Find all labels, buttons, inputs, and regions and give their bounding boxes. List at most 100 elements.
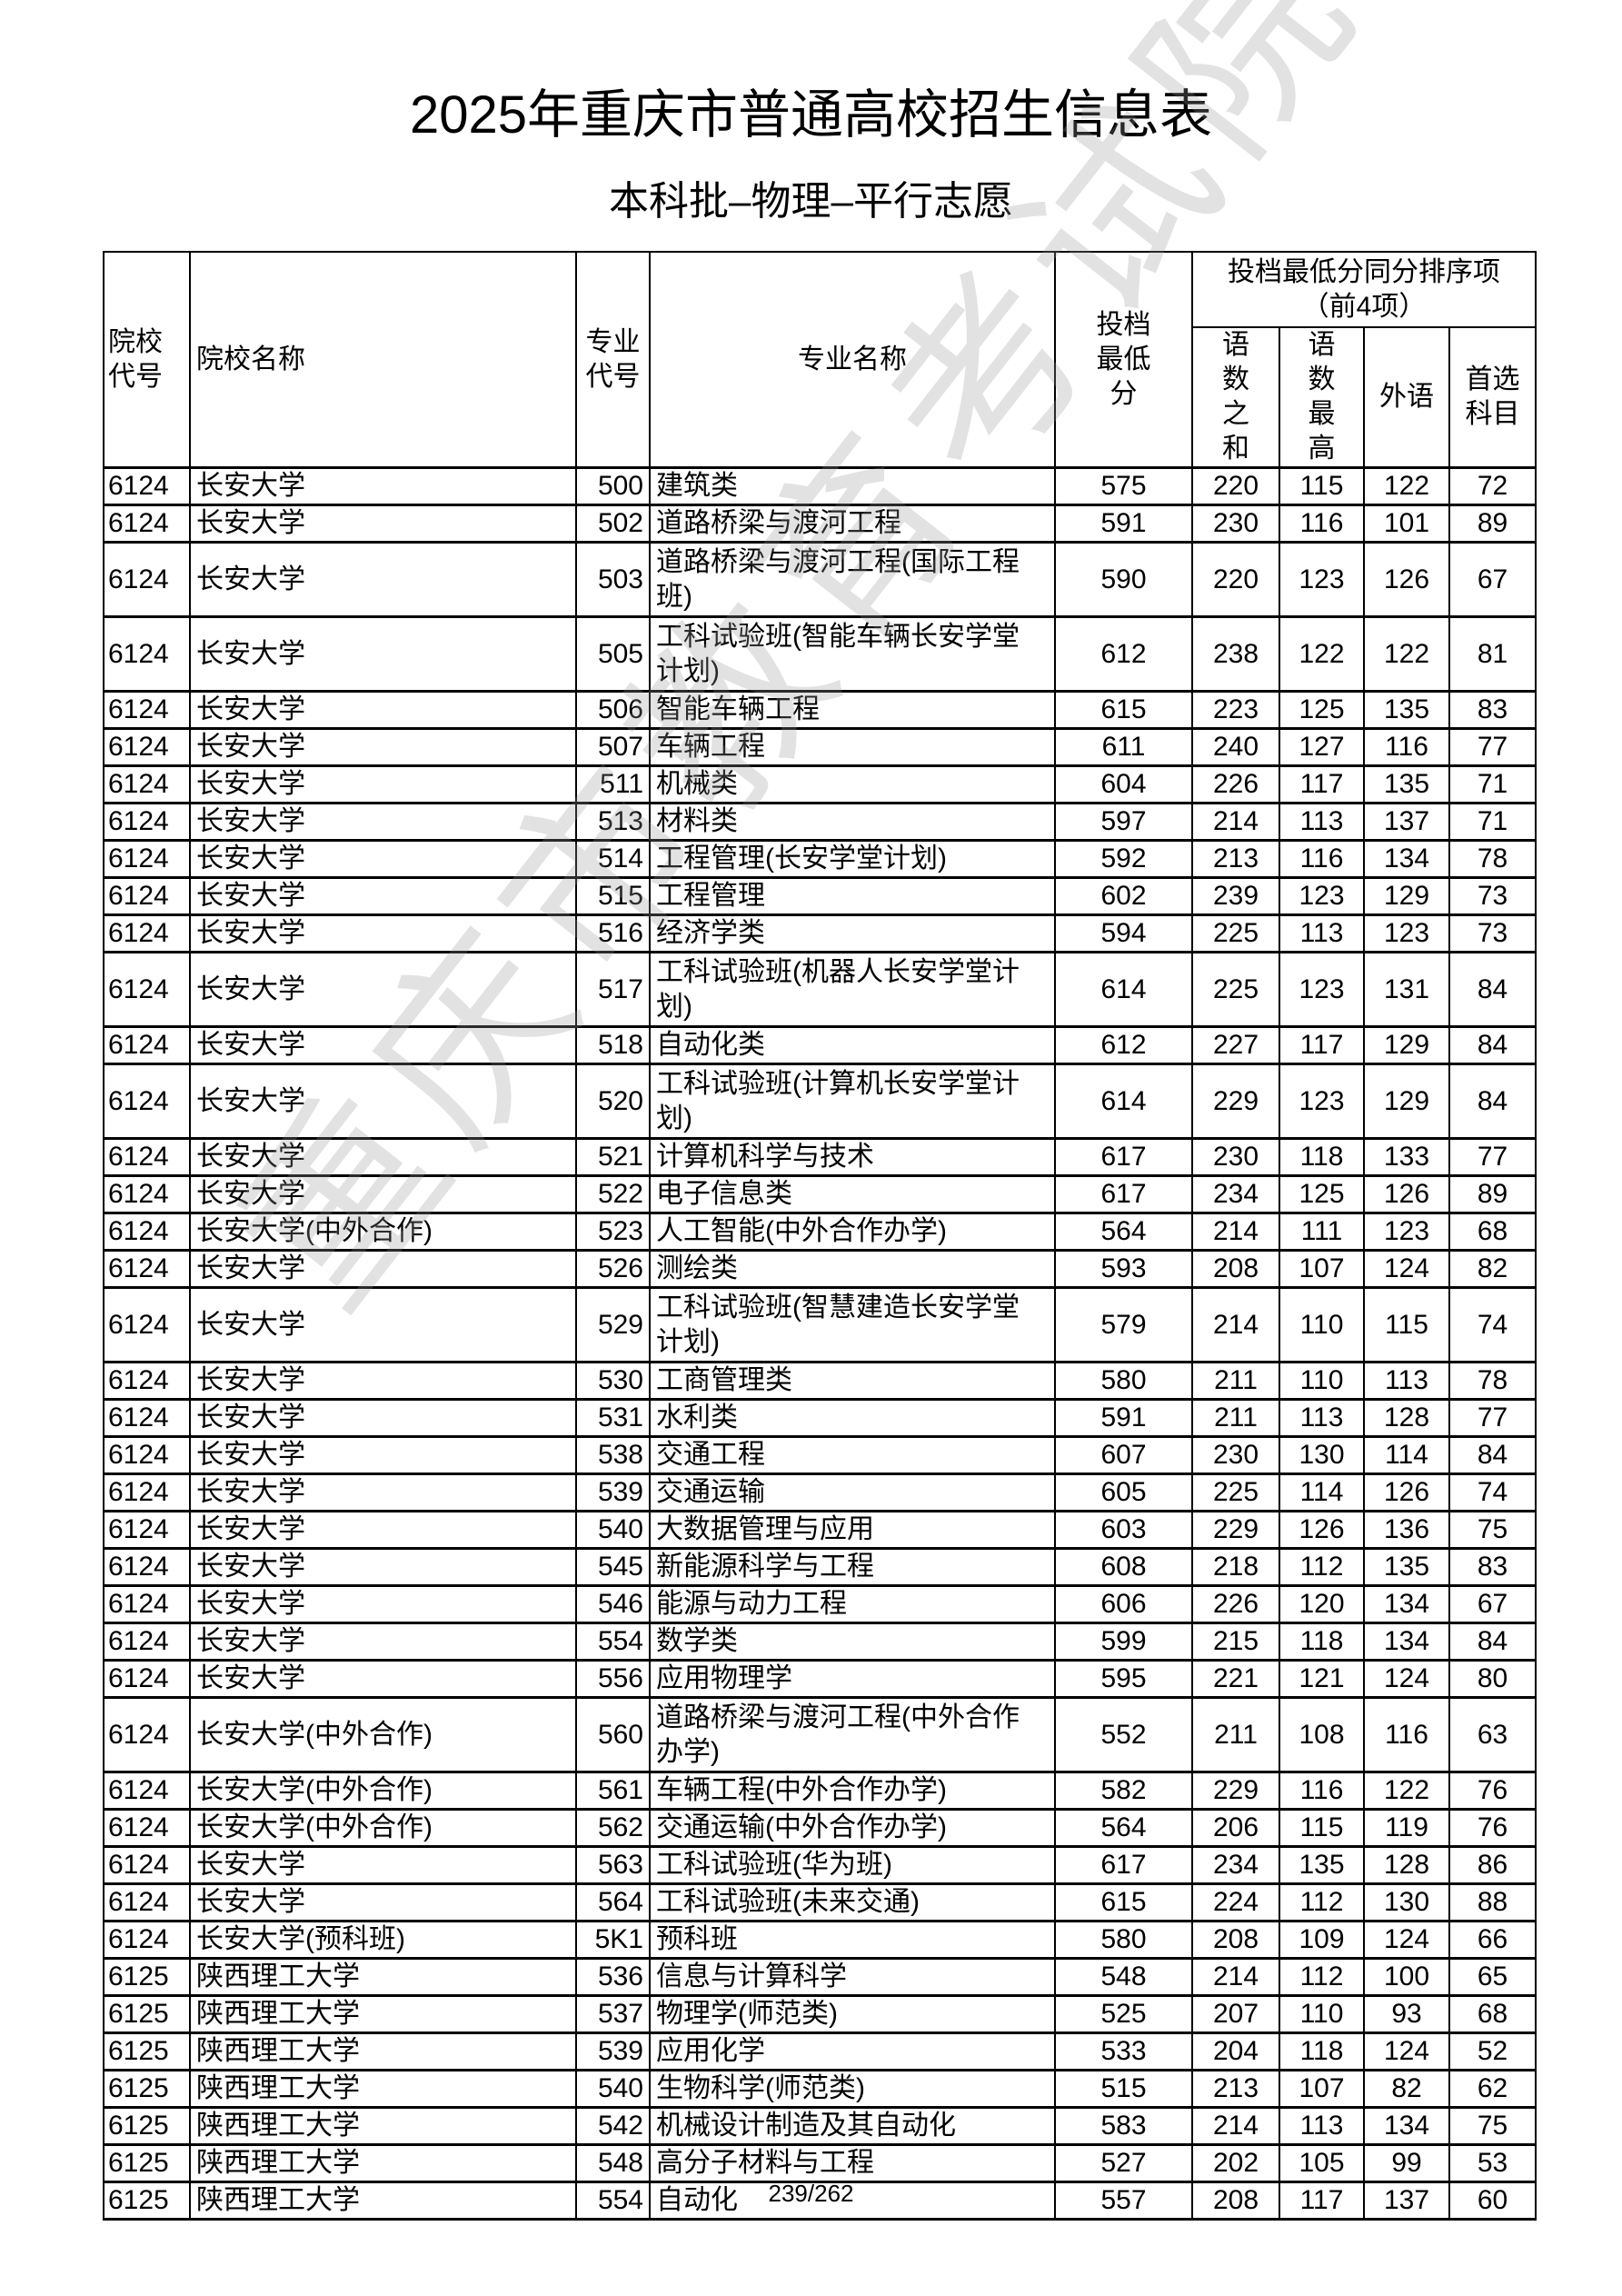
cell-chinese-math-sum: 204 — [1191, 2031, 1280, 2071]
cell-school-code: 6124 — [103, 1510, 191, 1550]
cell-first-subject: 74 — [1448, 1472, 1537, 1512]
cell-major-code: 537 — [575, 1994, 651, 2034]
cell-min-score: 582 — [1054, 1771, 1193, 1811]
cell-major-code: 502 — [575, 504, 651, 544]
cell-min-score: 617 — [1054, 1845, 1193, 1885]
cell-school-code: 6124 — [103, 1025, 191, 1065]
table-row: 6124 长安大学 539 交通运输 605 225 114 126 74 — [103, 1472, 1537, 1512]
cell-first-subject: 73 — [1448, 913, 1537, 953]
cell-first-subject: 63 — [1448, 1696, 1537, 1773]
cell-min-score: 615 — [1054, 1882, 1193, 1922]
cell-school-code: 6124 — [103, 727, 191, 767]
cell-chinese-math-sum: 230 — [1191, 1137, 1280, 1177]
cell-first-subject: 84 — [1448, 1025, 1537, 1065]
cell-school-code: 6124 — [103, 615, 191, 693]
cell-foreign-lang: 126 — [1363, 541, 1450, 618]
cell-major-name: 自动化 — [649, 2181, 1056, 2221]
cell-major-code: 518 — [575, 1025, 651, 1065]
header-chinese-math-sum: 语数之和 — [1191, 326, 1280, 469]
cell-foreign-lang: 128 — [1363, 1845, 1450, 1885]
cell-major-name: 道路桥梁与渡河工程(国际工程班) — [649, 541, 1056, 618]
cell-chinese-math-max: 117 — [1279, 2181, 1365, 2221]
cell-school-code: 6124 — [103, 876, 191, 916]
cell-school-code: 6124 — [103, 1882, 191, 1922]
cell-school-name: 长安大学 — [189, 1622, 577, 1662]
cell-chinese-math-sum: 239 — [1191, 876, 1280, 916]
cell-school-code: 6124 — [103, 1361, 191, 1401]
table-row: 6124 长安大学 526 测绘类 593 208 107 124 82 — [103, 1249, 1537, 1289]
admission-table: 院校代号 院校名称 专业代号 专业名称 投档最低分 投档最低分同分排序项（前4项… — [103, 251, 1537, 2221]
cell-major-name: 高分子材料与工程 — [649, 2143, 1056, 2183]
table-row: 6125 陕西理工大学 539 应用化学 533 204 118 124 52 — [103, 2031, 1537, 2071]
cell-chinese-math-max: 118 — [1279, 1622, 1365, 1662]
cell-major-name: 机械设计制造及其自动化 — [649, 2106, 1056, 2146]
cell-foreign-lang: 129 — [1363, 876, 1450, 916]
cell-chinese-math-sum: 230 — [1191, 504, 1280, 544]
cell-min-score: 608 — [1054, 1547, 1193, 1587]
header-school-name: 院校名称 — [189, 251, 577, 469]
cell-foreign-lang: 124 — [1363, 1249, 1450, 1289]
cell-foreign-lang: 119 — [1363, 1808, 1450, 1848]
cell-first-subject: 67 — [1448, 1584, 1537, 1624]
cell-school-name: 长安大学 — [189, 615, 577, 693]
cell-school-code: 6124 — [103, 802, 191, 842]
cell-major-name: 物理学(师范类) — [649, 1994, 1056, 2034]
cell-chinese-math-max: 116 — [1279, 839, 1365, 879]
cell-first-subject: 74 — [1448, 1286, 1537, 1363]
cell-foreign-lang: 123 — [1363, 913, 1450, 953]
cell-major-name: 预科班 — [649, 1920, 1056, 1960]
cell-school-code: 6124 — [103, 690, 191, 730]
cell-major-code: 522 — [575, 1174, 651, 1214]
cell-major-name: 工科试验班(智慧建造长安学堂计划) — [649, 1286, 1056, 1363]
cell-school-code: 6124 — [103, 1659, 191, 1699]
cell-major-code: 539 — [575, 2031, 651, 2071]
cell-school-name: 陕西理工大学 — [189, 2031, 577, 2071]
cell-foreign-lang: 128 — [1363, 1398, 1450, 1438]
cell-major-code: 548 — [575, 2143, 651, 2183]
cell-major-name: 应用物理学 — [649, 1659, 1056, 1699]
cell-school-code: 6124 — [103, 1174, 191, 1214]
table-row: 6125 陕西理工大学 548 高分子材料与工程 527 202 105 99 53 — [103, 2143, 1537, 2183]
cell-chinese-math-sum: 202 — [1191, 2143, 1280, 2183]
cell-chinese-math-sum: 211 — [1191, 1361, 1280, 1401]
cell-chinese-math-max: 117 — [1279, 1025, 1365, 1065]
cell-school-code: 6125 — [103, 1994, 191, 2034]
cell-foreign-lang: 135 — [1363, 690, 1450, 730]
cell-school-name: 长安大学 — [189, 1398, 577, 1438]
cell-first-subject: 84 — [1448, 1622, 1537, 1662]
cell-major-code: 540 — [575, 1510, 651, 1550]
cell-chinese-math-sum: 214 — [1191, 1957, 1280, 1997]
cell-school-name: 长安大学(中外合作) — [189, 1808, 577, 1848]
cell-major-code: 505 — [575, 615, 651, 693]
cell-chinese-math-max: 117 — [1279, 764, 1365, 804]
cell-major-name: 人工智能(中外合作办学) — [649, 1212, 1056, 1252]
table-row: 6124 长安大学 540 大数据管理与应用 603 229 126 136 75 — [103, 1510, 1537, 1550]
cell-foreign-lang: 135 — [1363, 1547, 1450, 1587]
cell-foreign-lang: 93 — [1363, 1994, 1450, 2034]
cell-chinese-math-max: 123 — [1279, 951, 1365, 1028]
cell-major-name: 工科试验班(智能车辆长安学堂计划) — [649, 615, 1056, 693]
table-row: 6124 长安大学(中外合作) 523 人工智能(中外合作办学) 564 214 111 12… — [103, 1212, 1537, 1252]
table-row: 6124 长安大学 514 工程管理(长安学堂计划) 592 213 116 134 78 — [103, 839, 1537, 879]
cell-major-code: 554 — [575, 1622, 651, 1662]
cell-chinese-math-max: 114 — [1279, 1472, 1365, 1512]
cell-first-subject: 65 — [1448, 1957, 1537, 1997]
cell-foreign-lang: 115 — [1363, 1286, 1450, 1363]
cell-min-score: 617 — [1054, 1137, 1193, 1177]
cell-school-code: 6124 — [103, 541, 191, 618]
cell-chinese-math-sum: 226 — [1191, 764, 1280, 804]
cell-first-subject: 80 — [1448, 1659, 1537, 1699]
cell-school-code: 6125 — [103, 2106, 191, 2146]
cell-foreign-lang: 124 — [1363, 2031, 1450, 2071]
cell-major-name: 大数据管理与应用 — [649, 1510, 1056, 1550]
cell-chinese-math-max: 113 — [1279, 1398, 1365, 1438]
cell-school-name: 长安大学 — [189, 1249, 577, 1289]
cell-chinese-math-sum: 208 — [1191, 2181, 1280, 2221]
cell-school-code: 6124 — [103, 1063, 191, 1140]
table-row: 6124 长安大学 517 工科试验班(机器人长安学堂计划) 614 225 123 131 8… — [103, 951, 1537, 1028]
cell-first-subject: 68 — [1448, 1212, 1537, 1252]
cell-chinese-math-max: 105 — [1279, 2143, 1365, 2183]
cell-first-subject: 86 — [1448, 1845, 1537, 1885]
table-row: 6124 长安大学 522 电子信息类 617 234 125 126 89 — [103, 1174, 1537, 1214]
cell-school-code: 6125 — [103, 2031, 191, 2071]
